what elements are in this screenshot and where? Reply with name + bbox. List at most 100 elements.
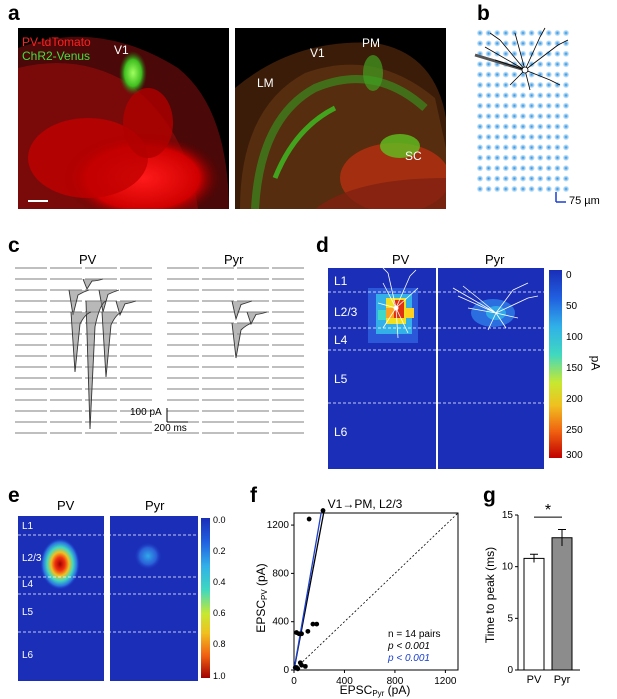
panel-label-a: a [8, 2, 20, 25]
scatter-title: V1→PM, L2/3 [328, 497, 403, 511]
stim-spot [537, 134, 544, 140]
layer-label-e-l4: L4 [22, 579, 34, 590]
stim-spot [485, 123, 492, 130]
scatter-plot: V1→PM, L2/3 00 400 400 800 800 1200 1200 n = 1… [254, 497, 459, 698]
colorbar-d-tick-300: 300 [566, 450, 583, 461]
layer-label-e-l6: L6 [22, 650, 34, 661]
layer-label-e-l1: L1 [22, 521, 34, 532]
stim-spot [485, 82, 492, 88]
stim-spot [520, 186, 526, 192]
layer-label-d-l4: L4 [334, 333, 348, 347]
heatmap-d-svg [328, 268, 544, 469]
stim-spot [545, 175, 552, 182]
epsc-response [68, 289, 90, 316]
stim-spot [537, 123, 544, 130]
scatter-point [299, 662, 304, 668]
panel-d-pyr-label: Pyr [485, 252, 505, 267]
stim-spot [537, 165, 544, 172]
stim-spot [485, 40, 492, 47]
bar-ylabel: Time to peak (ms) [483, 547, 497, 643]
stimulus-grid [474, 27, 569, 203]
epsc-response [231, 322, 253, 359]
panel-label-g: g [483, 484, 496, 507]
scatter-ylabel: EPSCPV (pA) [254, 563, 269, 632]
stim-spot [520, 102, 526, 109]
stim-spot [563, 82, 569, 88]
scatter-point [320, 508, 326, 513]
stim-spot [563, 102, 569, 109]
panel-label-f: f [250, 484, 257, 507]
panel-label-e: e [8, 484, 20, 507]
scatter-point [306, 516, 312, 522]
stim-spot [511, 30, 518, 36]
stim-spot [502, 30, 509, 36]
x-tick-label: 400 [336, 676, 353, 687]
stim-spot [520, 92, 526, 99]
stim-spot [545, 113, 552, 120]
stim-spot [563, 186, 569, 192]
scatter-point [294, 630, 299, 635]
colorbar-d-tick-100: 100 [566, 332, 583, 343]
stim-spot [545, 61, 552, 68]
stim-spot [494, 175, 501, 182]
stim-spot [545, 154, 552, 161]
epsc-response [70, 311, 92, 373]
stim-spot [563, 92, 569, 99]
scatter-xlabel: EPSCPyr (pA) [340, 683, 411, 698]
stim-spot [511, 165, 518, 172]
colorbar-d-tick-200: 200 [566, 394, 583, 405]
stim-spot [502, 92, 509, 99]
stim-spot [485, 92, 492, 99]
stim-spot [502, 40, 509, 47]
epsc-response [101, 311, 123, 378]
pyr-traces [167, 267, 304, 434]
stim-spot [545, 30, 552, 36]
stim-spot [494, 165, 501, 172]
y-tick-label: 400 [272, 617, 289, 628]
stim-spot [494, 154, 501, 161]
stim-spot [563, 71, 569, 78]
stim-spot [485, 154, 492, 161]
panel-e-pyr-label: Pyr [145, 498, 165, 513]
stim-spot [477, 154, 483, 161]
legend-pv-tdtomato: PV-tdTomato [22, 35, 91, 49]
scatter-point [310, 621, 316, 627]
stim-spot [545, 71, 552, 78]
stim-spot [537, 186, 544, 192]
stim-spot [494, 102, 501, 109]
stim-spot [537, 144, 544, 151]
colorbar-e-tick-1: 0.2 [213, 546, 226, 556]
x-tick-label: 0 [291, 676, 297, 687]
stim-spot [520, 40, 526, 47]
colorbar-e-tick-3: 0.6 [213, 608, 226, 618]
stim-spot [502, 71, 509, 78]
stim-spot [563, 134, 569, 140]
stim-spot [485, 134, 492, 140]
stim-spot [477, 61, 483, 68]
scatter-point [292, 665, 298, 670]
stim-spot [545, 82, 552, 88]
epsc-response [85, 300, 107, 430]
stim-spot [511, 186, 518, 192]
stim-spot [554, 102, 561, 109]
stim-spot [545, 186, 552, 192]
stim-spot [520, 82, 526, 88]
stim-spot [511, 144, 518, 151]
stim-spot [477, 71, 483, 78]
scatter-point [305, 628, 311, 634]
colorbar-e-tick-4: 0.8 [213, 639, 226, 649]
stim-spot [563, 61, 569, 68]
stim-spot [511, 123, 518, 130]
x-tick-label: 1200 [434, 676, 457, 687]
stim-spot [502, 186, 509, 192]
panel-label-c: c [8, 234, 20, 257]
stim-spot [528, 92, 535, 99]
stim-spot [545, 134, 552, 140]
scale-label-c-x: 200 ms [154, 423, 187, 434]
stim-spot [554, 144, 561, 151]
stim-spot [545, 102, 552, 109]
stim-spot [511, 71, 518, 78]
stim-spot [537, 175, 544, 182]
stim-spot [554, 61, 561, 68]
stim-spot [554, 71, 561, 78]
